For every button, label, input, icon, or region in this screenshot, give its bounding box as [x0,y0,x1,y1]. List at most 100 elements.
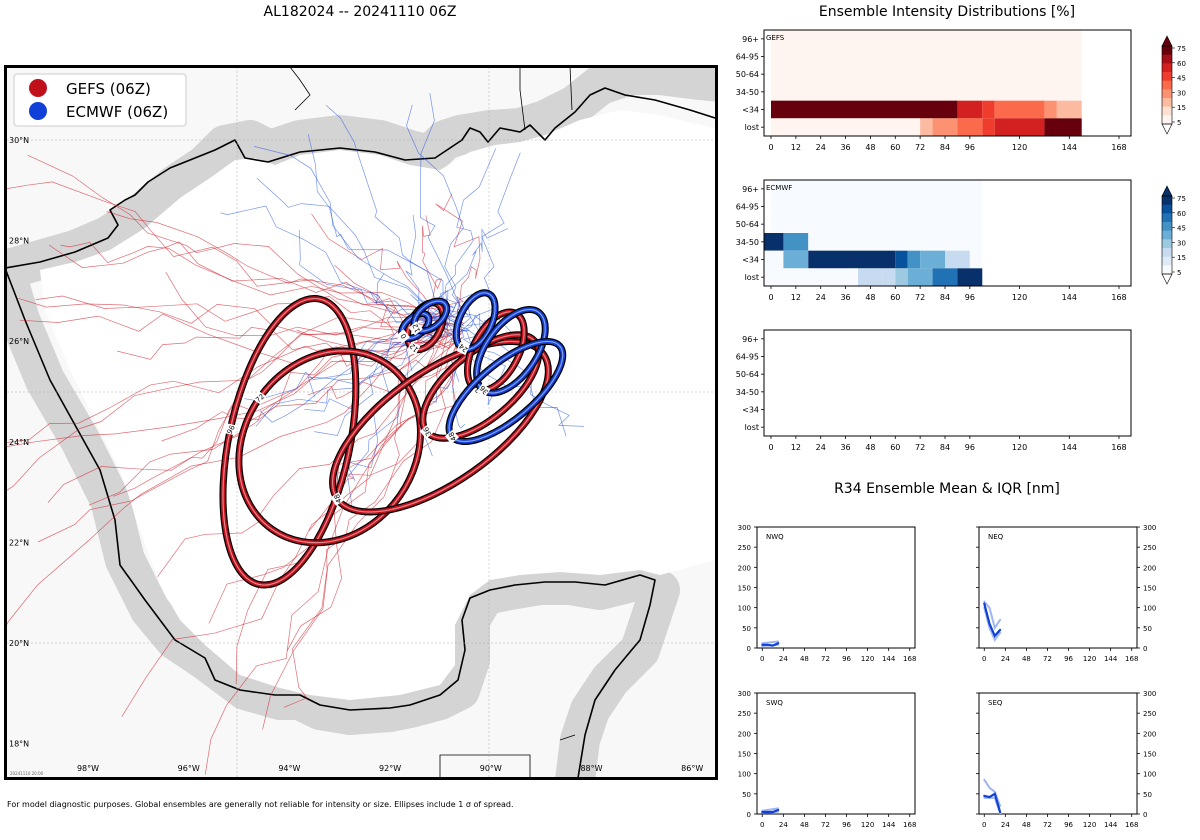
r34-xtick: 96 [842,655,851,663]
r34-ytick: 0 [747,811,751,819]
r34-xtick: 144 [1104,821,1118,829]
r34-xtick: 72 [1043,821,1052,829]
r34-quadrant-label: SEQ [988,699,1003,707]
heatmap-cell [957,268,983,286]
r34-ytick: 300 [738,524,751,532]
r34-xtick: 0 [982,655,986,663]
ecmwf-colorbar: 75 60 45 30 15 5 [1161,185,1186,285]
r34-ytick: 50 [1143,625,1152,633]
heatmap-cell [771,83,1082,101]
heatmap-cell [994,100,1045,119]
heatmap-ytick: 50-64 [736,370,759,379]
heatmap-cell [783,250,809,269]
heatmap-ytick: 96+ [742,35,759,44]
heatmap-label: ECMWF [766,184,792,192]
heatmap-cell [982,100,995,119]
heatmap-cell [932,268,958,286]
heatmap-xtick: 144 [1062,143,1077,152]
heatmap-xtick: 144 [1062,293,1077,302]
r34-title: R34 Ensemble Mean & IQR [nm] [834,481,1060,497]
r34-xtick: 120 [861,821,874,829]
r34-ytick: 200 [1143,564,1156,572]
ellipse-hour-label: 12 [408,342,420,354]
r34-ytick: 300 [738,690,751,698]
heatmap-cell [764,233,784,251]
r34-ytick: 200 [1143,730,1156,738]
r34-mean-line [761,808,780,814]
r34-mean-line [761,642,780,647]
main-title: AL182024 -- 20241110 06Z [263,4,457,20]
heatmap-ytick: lost [745,273,759,282]
heatmap-xtick: 24 [816,443,826,452]
heatmap-cell [969,250,983,269]
legend-ecmwf-label: ECMWF (06Z) [66,103,168,121]
r34-xtick: 0 [982,821,986,829]
colorbar-tick: 30 [1177,239,1186,247]
heatmap-xtick: 48 [865,143,875,152]
ellipse-hour-label: 48 [447,431,458,442]
colorbar-segment [1162,46,1172,56]
heatmap-xtick: 144 [1062,443,1077,452]
heatmap-xtick: 48 [865,293,875,302]
ensemble-track [7,333,454,443]
r34-frame [756,526,916,649]
ensemble-track [35,295,456,349]
heatmap-cell [920,250,945,269]
heatmap-ytick: <34 [742,406,759,415]
heatmap-cell [771,118,921,136]
colorbar-tick: 45 [1177,225,1186,233]
r34-panel-neq: NEQ 0 50 100 150 200 250 300 0 24 48 72 96 120 144 168 [976,524,1156,663]
ensemble-track [106,211,455,333]
r34-xtick: 24 [1001,655,1010,663]
lon-label: 86°W [681,764,703,773]
r34-ytick: 50 [742,791,751,799]
heatmap-xtick: 120 [1012,143,1027,152]
ellipse-hour-label: 96 [226,423,237,435]
lon-label: 94°W [278,764,300,773]
colorbar-segment [1162,89,1172,99]
ellipse-gefs-48: 48 [329,337,552,516]
colorbar-tick: 5 [1177,119,1181,127]
heatmap-ytick: lost [745,123,759,132]
r34-xtick: 24 [779,655,788,663]
r34-ytick: 0 [1143,811,1147,819]
r34-ytick: 250 [1143,710,1156,718]
heatmap-cell [808,250,896,269]
colorbar-segment [1162,106,1172,116]
colorbar-tick: 30 [1177,89,1186,97]
r34-xtick: 168 [903,655,916,663]
ensemble-track [435,193,481,323]
heatmap-xtick: 84 [940,293,950,302]
ensemble-track [157,327,466,578]
heatmap-frame [763,29,1132,137]
lon-label: 96°W [178,764,200,773]
heatmap-xtick: 12 [791,443,801,452]
lat-label: 28°N [9,237,29,246]
heatmap-cell [920,118,933,136]
ensemble-track [325,104,444,315]
coastline [7,87,715,777]
r34-xtick: 72 [821,821,830,829]
heatmap-cell [771,47,1082,66]
r34-xtick: 0 [760,821,764,829]
ensemble-track [406,104,470,318]
heatmap-xtick: 168 [1111,143,1126,152]
ensemble-track [314,315,465,436]
ellipse-hour-label: 12 [411,322,422,333]
ensemble-track [208,324,458,624]
heatmap-ytick: 96+ [742,335,759,344]
heatmap-xtick: 72 [915,143,925,152]
heatmap-cell [771,100,958,119]
r34-xtick: 48 [1022,821,1031,829]
heatmap-cell [957,118,983,136]
ellipse-gefs-72: 72 [235,347,424,547]
ensemble-track [7,181,450,320]
r34-quadrant-label: NWQ [766,533,784,541]
colorbar-tick: 75 [1177,45,1186,53]
ellipse-hour-label: 36 [422,425,433,437]
heatmap-cell [932,118,958,136]
heatmap-xtick: 24 [816,143,826,152]
colorbar-segment [1162,256,1172,266]
heatmap-cell [882,268,896,286]
